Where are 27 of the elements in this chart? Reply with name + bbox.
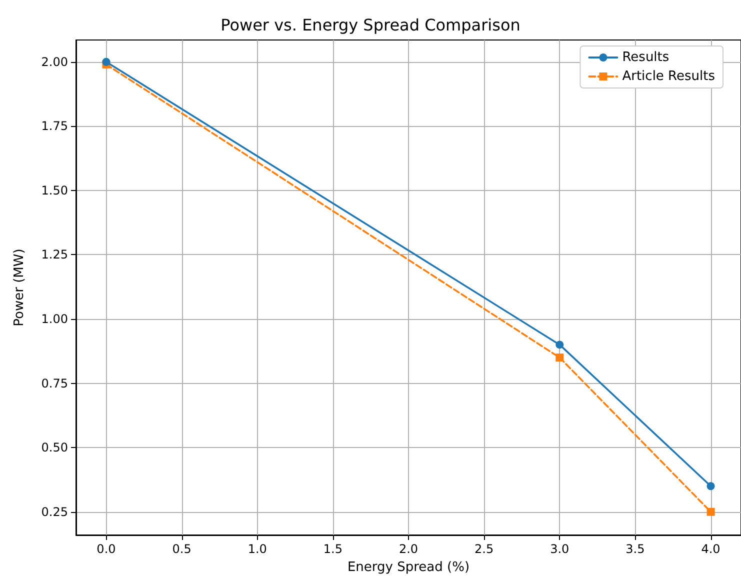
x-tick-label: 1.0 (248, 542, 267, 556)
point (556, 340, 564, 349)
y-tick-label: 1.50 (41, 183, 68, 198)
y-tick-label: 1.25 (41, 248, 68, 262)
x-tick-label: 3.5 (626, 542, 645, 556)
chart-title: Power vs. Energy Spread Comparison (220, 16, 520, 34)
x-tick-label: 2.5 (474, 542, 494, 556)
x-tick-label: 4.0 (701, 542, 720, 556)
y-tick-label: 1.75 (41, 119, 68, 134)
y-tick-label: 2.00 (41, 54, 68, 69)
legend-label: Article Results (622, 69, 716, 84)
point (706, 482, 715, 490)
y-axis-title: Power (MW) (12, 248, 27, 326)
x-tick-label: 1.5 (323, 542, 342, 556)
point (556, 354, 564, 362)
x-tick-label: 3.0 (550, 542, 570, 556)
point (706, 508, 715, 516)
legend-label: Results (622, 50, 670, 65)
y-tick-label: 1.00 (41, 312, 68, 326)
x-tick-label: 0.5 (172, 542, 192, 556)
y-tick-label: 0.50 (41, 440, 68, 455)
x-tick-label: 0.0 (96, 542, 116, 556)
y-tick-label: 0.75 (41, 376, 68, 390)
x-tick-label: 2.0 (398, 542, 418, 556)
x-axis-title: Energy Spread (%) (347, 560, 470, 575)
y-tick-label: 0.25 (41, 504, 68, 519)
point (102, 58, 110, 66)
